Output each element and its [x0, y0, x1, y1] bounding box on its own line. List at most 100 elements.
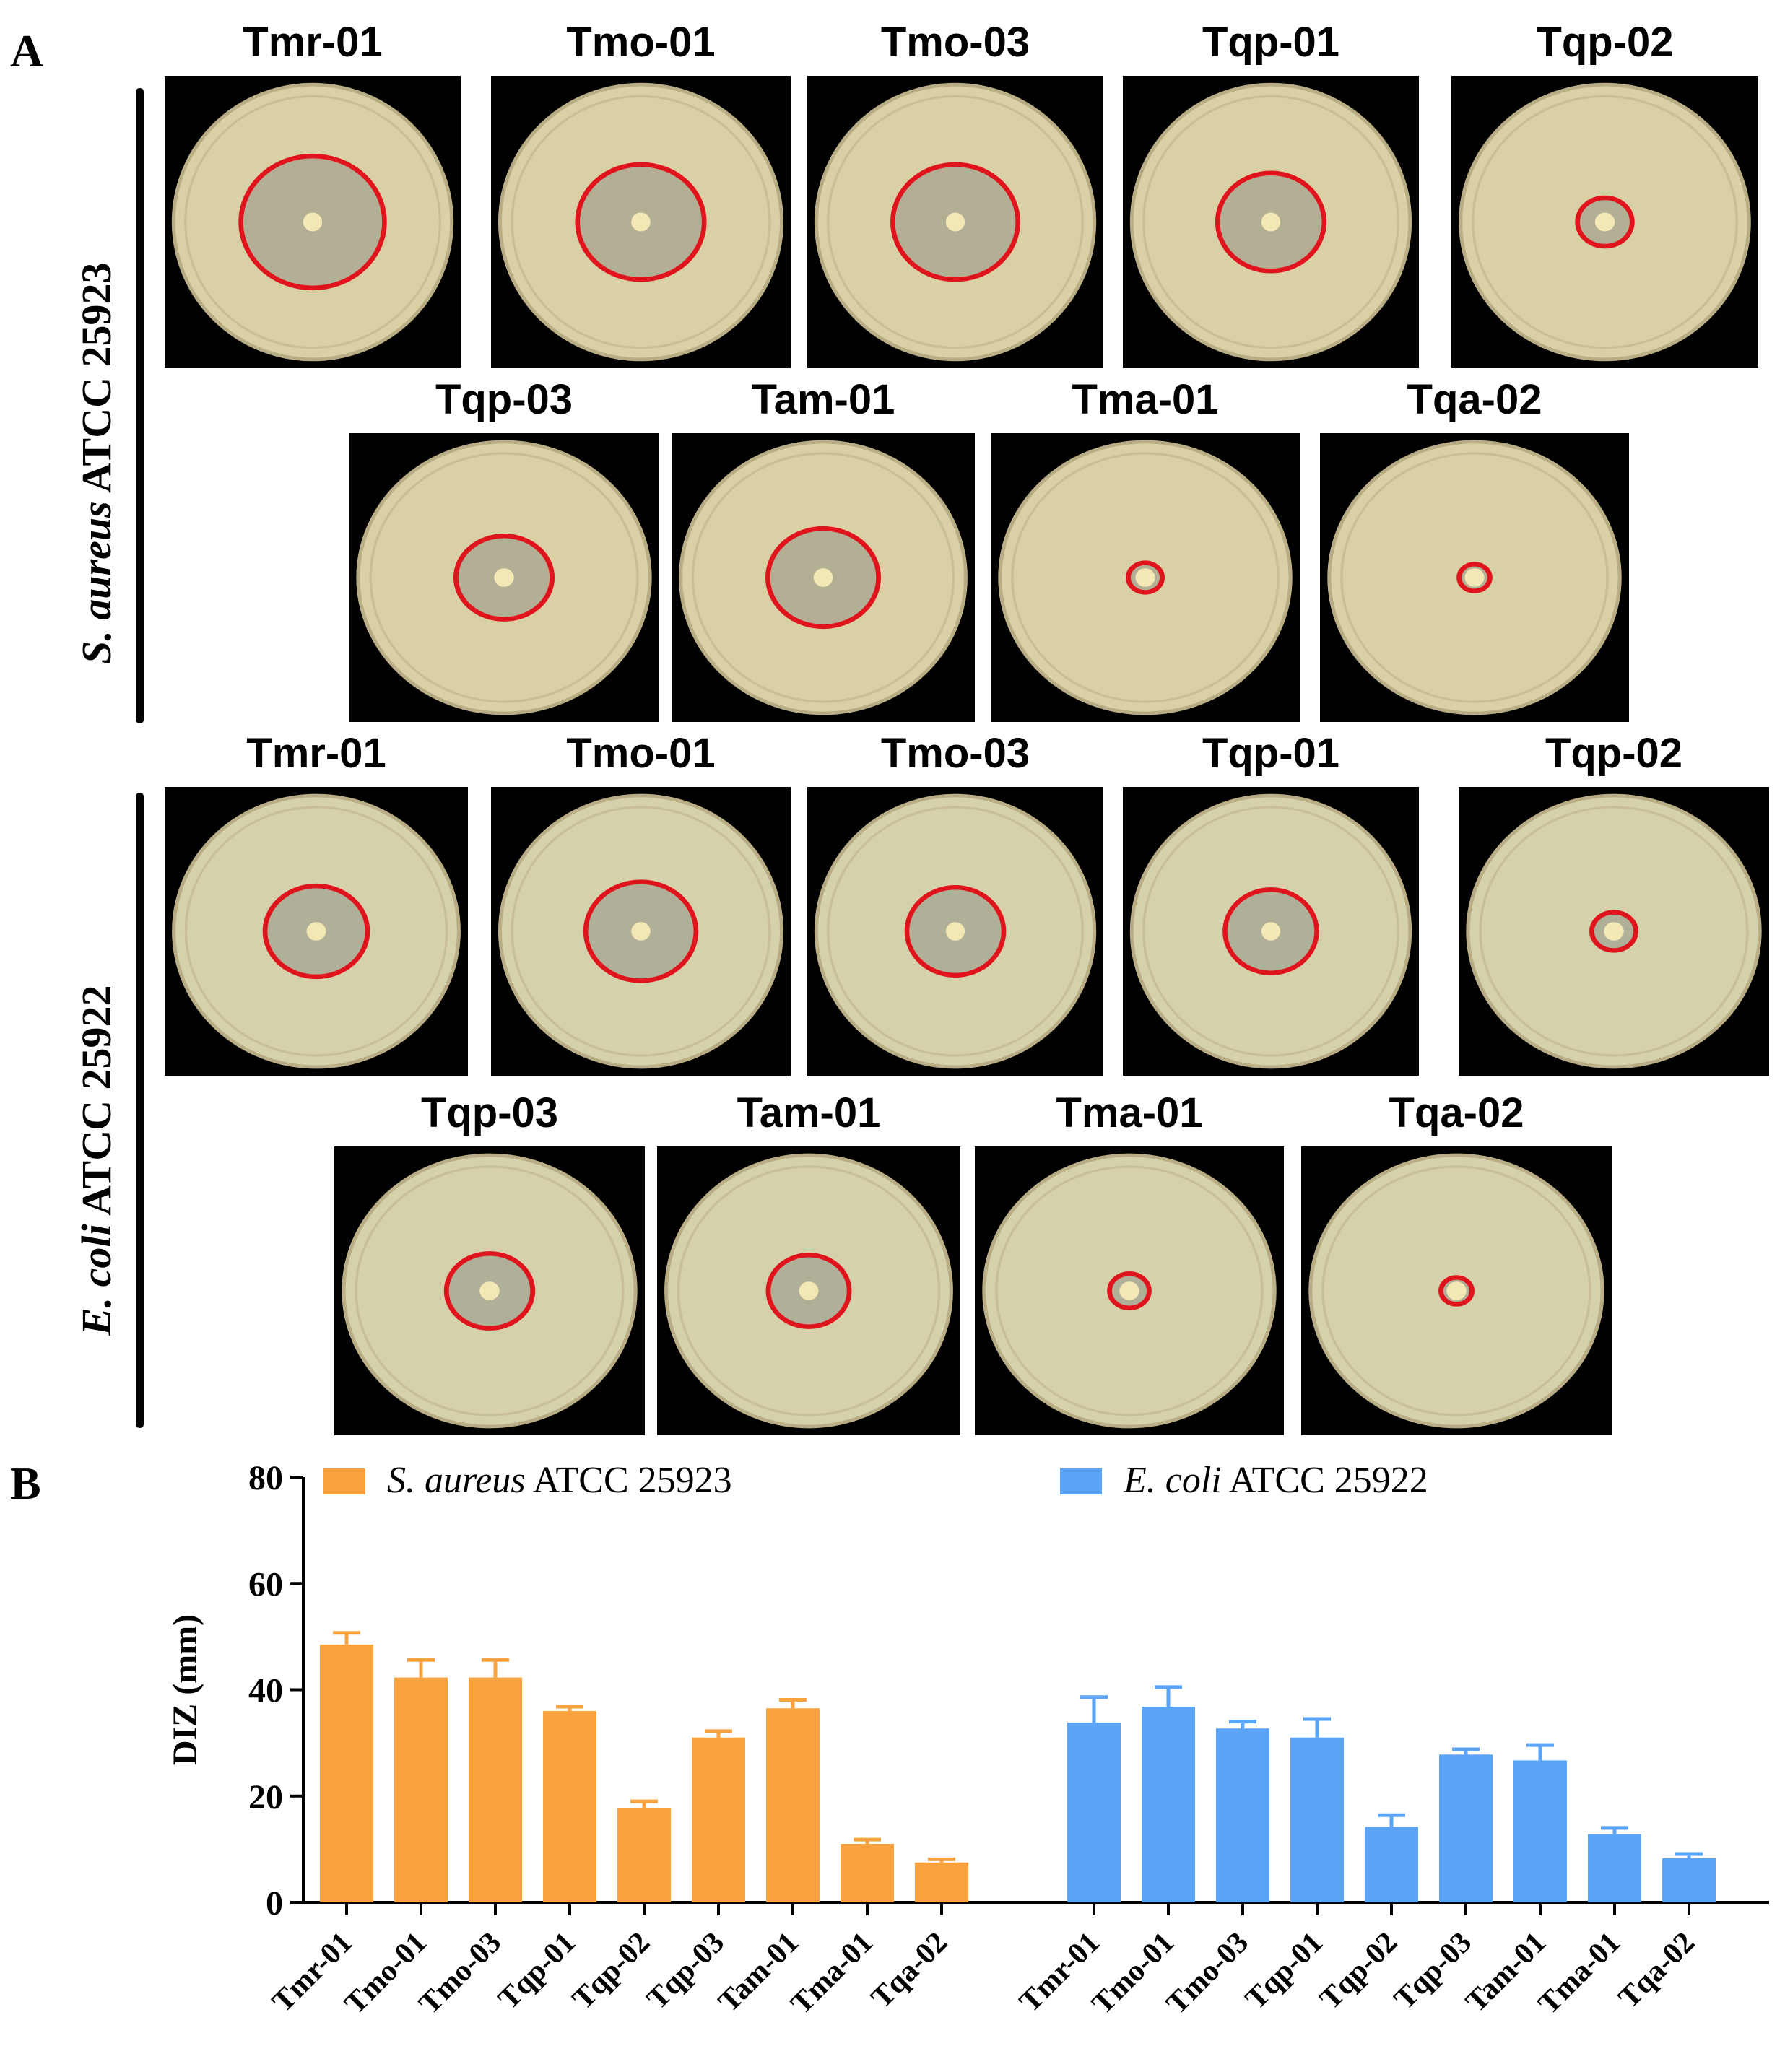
plate-photo	[1301, 1146, 1612, 1435]
plate-title: Tqp-03	[435, 376, 573, 423]
sample-disc	[1604, 922, 1624, 941]
plate-title: Tma-01	[1056, 1089, 1203, 1136]
plate-tmo-01: Tmo-01	[491, 19, 791, 368]
dish-rim	[511, 95, 771, 349]
panel-b-letter: B	[10, 1458, 41, 1509]
zone-ring	[765, 1253, 852, 1329]
bar	[1513, 1760, 1567, 1902]
zone-ring	[890, 162, 1020, 282]
plate-photo	[491, 76, 791, 368]
dish-rim	[1340, 452, 1609, 703]
plate-tmo-01: Tmo-01	[491, 730, 791, 1076]
y-tick-label: 0	[266, 1884, 283, 1923]
plate-tqp-01: Tqp-01	[1123, 19, 1419, 368]
zone-ring	[1575, 195, 1635, 249]
plate-tmr-01: Tmr-01	[165, 730, 468, 1076]
plate-photo	[991, 433, 1300, 722]
bar	[1662, 1858, 1716, 1902]
plate-tmr-01: Tmr-01	[165, 19, 461, 368]
plate-tam-01: Tam-01	[657, 1089, 960, 1435]
legend-strain: ATCC 25923	[526, 1460, 732, 1501]
legend-swatch	[1060, 1468, 1102, 1494]
plate-tma-01: Tma-01	[991, 376, 1300, 722]
legend-swatch	[323, 1468, 365, 1494]
x-tick-label: Tqa-02	[865, 1926, 954, 2015]
bar	[469, 1677, 522, 1902]
plate-title: Tma-01	[1072, 376, 1219, 423]
plate-title: Tqa-02	[1407, 376, 1542, 423]
plate-photo	[165, 787, 468, 1076]
zone-ring	[1222, 887, 1319, 975]
sample-disc	[813, 568, 833, 587]
x-tick-label: Tmo-03	[1160, 1926, 1256, 2021]
plate-photo	[657, 1146, 960, 1435]
row-organism-label: S. aureus ATCC 25923	[72, 263, 121, 665]
x-tick-label: Tqp-03	[1388, 1926, 1478, 2016]
plate-tmo-03: Tmo-03	[807, 19, 1103, 368]
zone-ring	[453, 534, 555, 622]
dish-rim	[511, 806, 771, 1057]
bar	[320, 1644, 373, 1902]
zone-ring	[1456, 562, 1493, 593]
legend-strain: ATCC 25922	[1222, 1460, 1428, 1501]
dish-rim	[827, 95, 1084, 349]
row-organism-label: E. coli ATCC 25922	[72, 985, 121, 1336]
row-bracket-bar	[136, 793, 144, 1428]
dish-rim	[355, 1165, 625, 1416]
dish-rim	[677, 1165, 941, 1416]
zone-ring	[765, 526, 882, 630]
plate-photo	[1451, 76, 1758, 368]
x-tick-label: Tqp-03	[640, 1926, 731, 2016]
plate-photo	[349, 433, 659, 722]
plate-photo	[491, 787, 791, 1076]
sample-disc	[303, 212, 323, 232]
plate-title: Tqp-01	[1202, 730, 1340, 777]
x-tick-label: Tqp-01	[492, 1926, 582, 2016]
plate-tqp-03: Tqp-03	[349, 376, 659, 722]
plate-tqa-02: Tqa-02	[1301, 1089, 1612, 1435]
zone-ring	[1107, 1271, 1152, 1311]
plate-photo	[807, 76, 1103, 368]
zone-ring	[575, 162, 707, 282]
legend-italic: S. aureus	[387, 1460, 526, 1501]
zone-ring	[238, 153, 387, 291]
panel-a-letter: A	[10, 25, 44, 77]
sample-disc	[799, 1281, 819, 1300]
plate-photo	[807, 787, 1103, 1076]
dish-rim	[1479, 806, 1749, 1057]
sample-disc	[306, 922, 326, 941]
bar	[915, 1862, 968, 1902]
plate-photo	[672, 433, 975, 722]
plate-photo	[975, 1146, 1284, 1435]
bar	[617, 1807, 671, 1902]
plate-photo	[165, 76, 461, 368]
x-tick-label: Tmo-01	[339, 1926, 434, 2021]
zone-ring	[443, 1251, 536, 1331]
sample-disc	[1135, 568, 1155, 587]
plate-title: Tqp-03	[420, 1089, 559, 1136]
zone-ring	[583, 879, 699, 983]
x-tick-label: Tma-01	[785, 1926, 880, 2021]
bar	[1142, 1707, 1195, 1902]
plate-photo	[1123, 76, 1419, 368]
bar	[1290, 1737, 1344, 1902]
bar	[1588, 1834, 1641, 1902]
plate-title: Tmr-01	[243, 19, 383, 66]
sample-disc	[1119, 1281, 1139, 1300]
dish-rim	[1142, 95, 1399, 349]
plate-title: Tmo-03	[880, 730, 1030, 777]
dish-rim	[995, 1165, 1264, 1416]
x-tick-label: Tqp-02	[566, 1926, 656, 2016]
plate-tqp-03: Tqp-03	[334, 1089, 645, 1435]
organism-italic: S. aureus	[73, 501, 120, 664]
y-tick-label: 80	[248, 1459, 283, 1497]
organism-strain: ATCC 25923	[73, 262, 120, 502]
plate-title: Tmr-01	[246, 730, 386, 777]
plate-title: Tam-01	[737, 1089, 881, 1136]
plate-title: Tmo-01	[566, 19, 716, 66]
plate-tqp-02: Tqp-02	[1459, 730, 1769, 1076]
plate-title: Tmo-01	[566, 730, 716, 777]
dish-rim	[827, 806, 1084, 1057]
sample-disc	[1446, 1281, 1467, 1300]
